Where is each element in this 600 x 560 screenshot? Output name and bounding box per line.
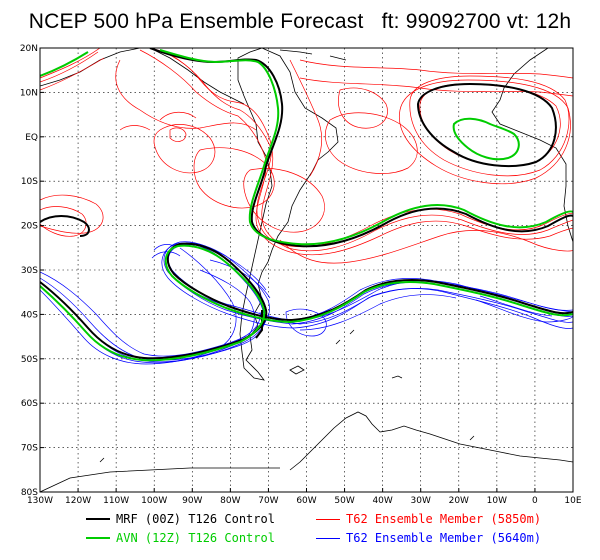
legend-5850-label: T62 Ensemble Member (5850m) (346, 512, 542, 526)
lat-label: 50S (21, 355, 38, 365)
lon-label: 80W (220, 496, 240, 506)
central-america-coast (40, 48, 245, 105)
legend-avn: AVN (12Z) T126 Control (86, 531, 275, 545)
lat-label: EQ (25, 133, 38, 143)
legend-avn-label: AVN (12Z) T126 Control (116, 531, 275, 545)
lon-label: 100W (141, 496, 167, 506)
legend-5850-swatch (316, 518, 340, 520)
lat-lon-grid (40, 48, 573, 492)
legend-mrf-label: MRF (00Z) T126 Control (116, 512, 275, 526)
lon-label: 50W (334, 496, 354, 506)
lon-label: 60W (296, 496, 316, 506)
africa-coast (491, 48, 573, 243)
lon-label: 70W (258, 496, 278, 506)
avn-control-contours (40, 49, 573, 362)
lon-label: 90W (182, 496, 202, 506)
legend-5640-swatch (316, 537, 340, 539)
legend-5850: T62 Ensemble Member (5850m) (316, 512, 541, 526)
latitude-axis: 20N 10N EQ 10S 20S 30S 40S 50S 60S 70S 80S (20, 44, 44, 498)
legend-avn-swatch (86, 537, 110, 539)
legend-mrf-swatch (86, 518, 110, 520)
caribbean-coast (279, 49, 347, 61)
lon-label: 110W (103, 496, 129, 506)
lat-label: 20N (20, 44, 38, 54)
map-title: NCEP 500 hPa Ensemble Forecast ft: 99092… (28, 10, 572, 33)
lat-label: 60S (21, 399, 38, 409)
lon-label: 10E (564, 496, 581, 506)
lat-label: 10S (21, 177, 38, 187)
lon-label: 120W (65, 496, 91, 506)
legend-5640-label: T62 Ensemble Member (5640m) (346, 531, 542, 545)
ensemble-5850m-contours (40, 48, 573, 264)
lat-label: 30S (21, 266, 38, 276)
lat-label: 20S (21, 222, 38, 232)
lat-label: 70S (21, 444, 38, 454)
small-islands (99, 329, 475, 463)
lon-label: 0 (532, 496, 538, 506)
lon-label: 130W (27, 496, 53, 506)
south-georgia-coast (391, 375, 403, 379)
lon-label: 20W (449, 496, 469, 506)
longitude-axis: 130W 120W 110W 100W 90W 80W 70W 60W 50W 40W 30W 20W… (27, 488, 582, 506)
legend-mrf: MRF (00Z) T126 Control (86, 512, 275, 526)
lon-label: 30W (411, 496, 431, 506)
lat-label: 10N (20, 88, 38, 98)
legend-5640: T62 Ensemble Member (5640m) (316, 531, 541, 545)
lon-label: 10W (487, 496, 507, 506)
antarctica-coast (40, 411, 573, 492)
falklands-coast (289, 365, 305, 375)
lon-label: 40W (372, 496, 392, 506)
lat-label: 80S (21, 488, 38, 498)
lat-label: 40S (21, 310, 38, 320)
